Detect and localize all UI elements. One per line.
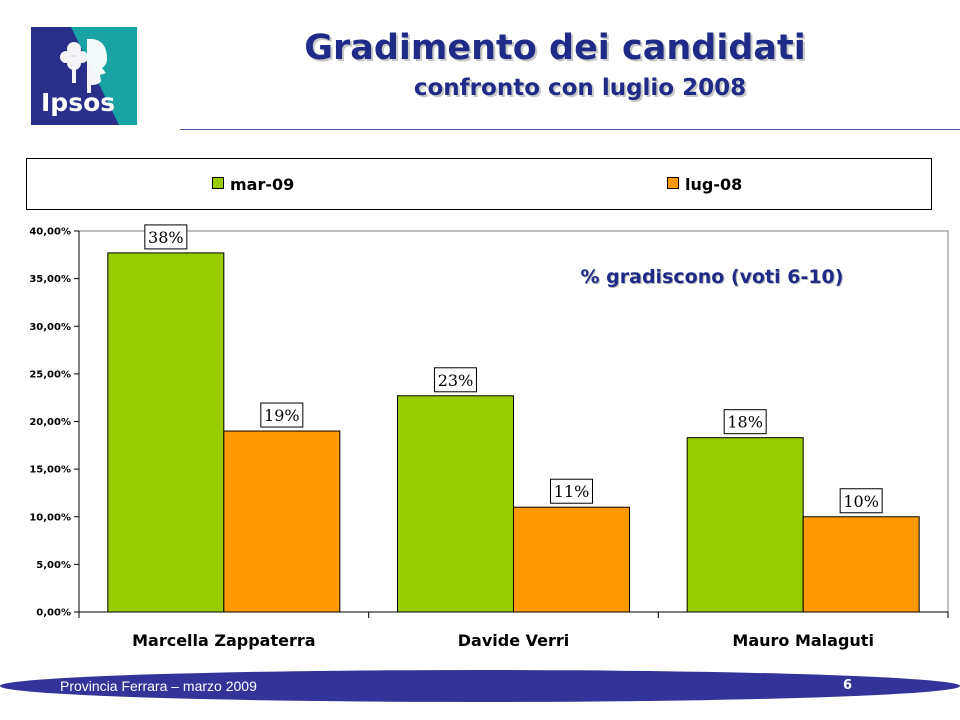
footer-bar [0,670,960,702]
bar-lug08 [513,506,630,613]
data-label-mar09: 18% [727,413,763,432]
page-title: Gradimento dei candidati [304,28,806,68]
bar-lug08 [223,430,341,613]
legend-swatch-lug08 [667,177,679,189]
data-label-box [434,367,477,393]
legend-swatch-mar09 [212,177,224,189]
data-label-lug08: 11% [554,482,590,501]
data-label-box [144,224,188,250]
legend-label-lug08: lug-08 [685,175,743,194]
legend-item-mar09: mar-09 [212,175,294,194]
data-label-box [260,402,304,428]
x-tick-label: Mauro Malaguti [732,631,874,650]
data-label-lug08: 10% [843,492,879,511]
chart-annotation: % gradiscono (voti 6-10) [581,266,844,288]
footer-text: Provincia Ferrara – marzo 2009 [60,678,257,694]
data-label-box [550,478,593,504]
x-tick-label: Marcella Zappaterra [132,631,315,650]
page-number: 6 [843,678,853,693]
data-label-lug08: 19% [264,406,300,425]
logo-text: Ipsos [41,88,115,117]
title-divider [180,129,960,130]
bar-mar09 [107,252,225,613]
page-subtitle: confronto con luglio 2008 [413,75,747,101]
y-tick-label: 0,00% [36,608,71,619]
y-tick-label: 30,00% [29,322,71,333]
legend-item-lug08: lug-08 [667,175,742,194]
y-tick-label: 5,00% [36,560,71,571]
y-tick-label: 10,00% [29,512,71,523]
bar-chart: 0,00% 5,00% 10,00% 15,00% 20,00% 25,00% 30,00%… [29,224,949,650]
bar-lug08 [802,516,920,613]
chart-legend: mar-09 lug-08 [26,158,932,210]
tree-profile-icon [60,39,107,93]
data-label-mar09: 38% [148,228,184,247]
data-label-box [839,488,883,514]
y-tick-label: 15,00% [29,465,71,476]
y-tick-label: 35,00% [29,274,71,285]
x-tick-label: Davide Verri [458,631,570,650]
bar-mar09 [397,395,514,613]
data-label-mar09: 23% [438,371,474,390]
y-tick-label: 25,00% [29,369,71,380]
y-tick-label: 40,00% [29,227,71,238]
ipsos-logo: Ipsos [31,27,137,125]
data-label-box [723,409,767,435]
y-tick-label: 20,00% [29,417,71,428]
bar-mar09 [686,437,804,613]
legend-label-mar09: mar-09 [230,175,295,194]
